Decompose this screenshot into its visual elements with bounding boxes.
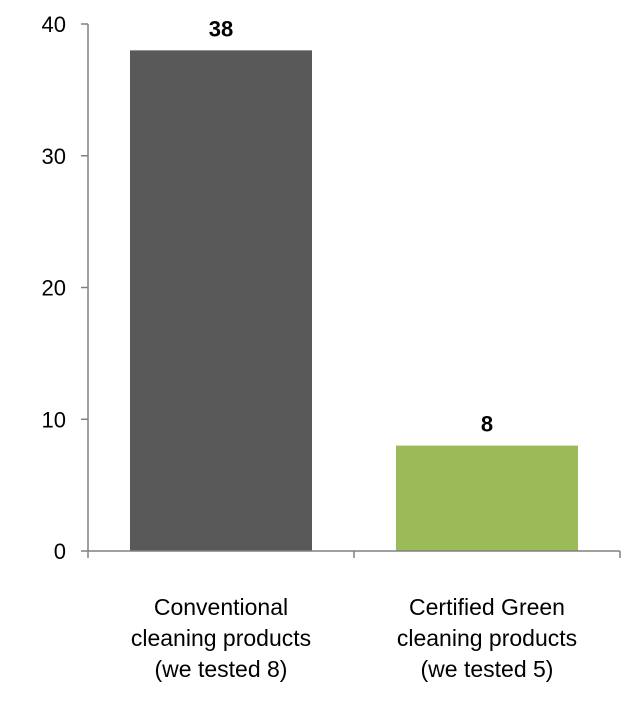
- y-tick-label: 10: [42, 407, 66, 432]
- bar: [396, 445, 578, 551]
- x-category-label-line: Conventional: [154, 594, 288, 620]
- x-category-label: Conventional cleaning products (we tested …: [131, 594, 311, 682]
- x-category-label-line: Certified Green: [409, 594, 565, 620]
- bars: [130, 50, 578, 551]
- x-axis-category-labels: Conventional cleaning products (we tested …: [131, 594, 577, 682]
- x-category-label-line: (we tested 5): [421, 656, 554, 682]
- x-category-label-line: cleaning products: [131, 625, 311, 651]
- x-category-label: Certified Green cleaning products (we test…: [397, 594, 577, 682]
- data-labels: 38 8: [209, 16, 493, 436]
- y-axis-ticks: 0 10 20 30 40: [42, 12, 88, 564]
- y-tick-label: 0: [54, 539, 66, 564]
- bar-value-label: 38: [209, 16, 233, 41]
- y-tick-label: 20: [42, 276, 66, 301]
- bar-value-label: 8: [481, 412, 493, 437]
- x-category-label-line: (we tested 8): [155, 656, 288, 682]
- y-tick-label: 40: [42, 12, 66, 37]
- axes: [87, 24, 621, 558]
- y-tick-label: 30: [42, 144, 66, 169]
- bar: [130, 50, 312, 551]
- x-category-label-line: cleaning products: [397, 625, 577, 651]
